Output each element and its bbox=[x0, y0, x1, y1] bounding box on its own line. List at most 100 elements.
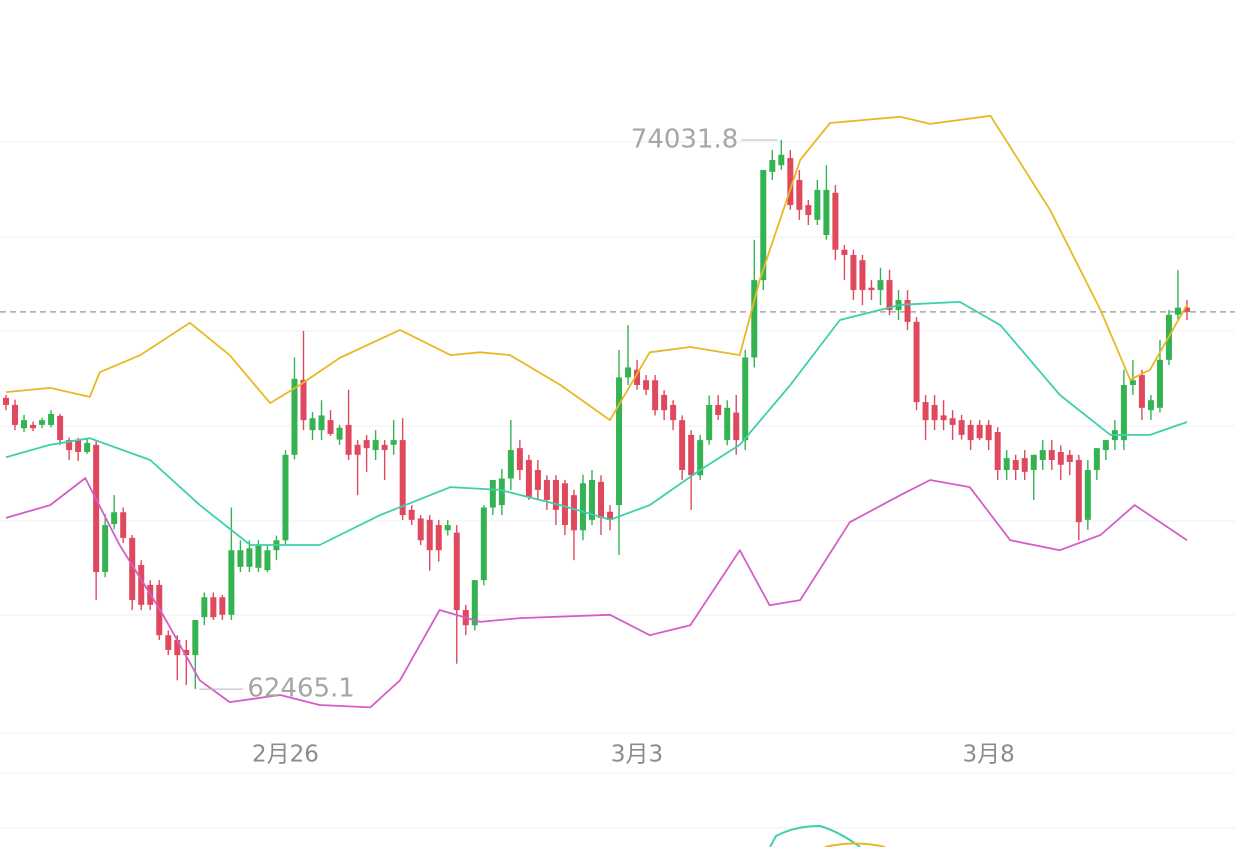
candle-body bbox=[174, 639, 181, 656]
candle-body bbox=[1102, 440, 1109, 451]
candle-body bbox=[787, 158, 794, 206]
band-line bbox=[5, 114, 1188, 421]
candle-body bbox=[588, 479, 595, 520]
candle-body bbox=[102, 525, 109, 573]
candle-body bbox=[327, 420, 334, 434]
candle-body bbox=[291, 378, 298, 455]
candle-body bbox=[471, 580, 478, 626]
candle-body bbox=[958, 420, 965, 435]
candle-body bbox=[138, 564, 145, 605]
candle-body bbox=[1057, 451, 1064, 465]
indicator-line bbox=[824, 842, 886, 847]
candle-body bbox=[769, 159, 776, 172]
candle-body bbox=[967, 424, 974, 441]
candle-body bbox=[940, 415, 947, 421]
candle-body bbox=[354, 444, 361, 455]
candle-body bbox=[264, 550, 271, 571]
candles bbox=[3, 139, 1190, 690]
band-line bbox=[5, 477, 1188, 709]
candle-body bbox=[715, 404, 722, 415]
candle-body bbox=[3, 397, 9, 405]
candle-body bbox=[1156, 359, 1163, 408]
candle-body bbox=[507, 450, 514, 479]
candle-body bbox=[706, 404, 713, 441]
candle-body bbox=[381, 444, 388, 451]
x-tick-label: 2月26 bbox=[252, 742, 319, 768]
candle-body bbox=[697, 440, 704, 476]
candle-body bbox=[1066, 454, 1073, 462]
candle-body bbox=[372, 440, 379, 451]
candle-body bbox=[498, 478, 505, 506]
candle-body bbox=[390, 440, 397, 445]
candle-body bbox=[183, 649, 190, 656]
candle-body bbox=[598, 481, 605, 518]
x-tick-label: 3月8 bbox=[963, 742, 1015, 768]
candle-body bbox=[616, 377, 623, 506]
candle-body bbox=[1129, 380, 1136, 386]
candle-body bbox=[625, 367, 632, 378]
candle-body bbox=[57, 415, 64, 441]
candle-body bbox=[237, 550, 244, 567]
candle-body bbox=[480, 507, 487, 581]
candle-body bbox=[408, 509, 415, 520]
candle-body bbox=[39, 420, 46, 425]
candle-body bbox=[904, 300, 911, 322]
candle-body bbox=[1039, 450, 1046, 461]
candle-body bbox=[724, 407, 731, 441]
x-tick-label: 3月3 bbox=[611, 742, 663, 768]
candle-body bbox=[210, 597, 217, 618]
candle-body bbox=[129, 537, 136, 601]
candle-body bbox=[1075, 460, 1082, 523]
candle-body bbox=[796, 179, 803, 210]
candle-body bbox=[634, 369, 641, 386]
candle-body bbox=[93, 444, 100, 573]
candle-body bbox=[1138, 375, 1145, 408]
candle-body bbox=[886, 280, 893, 311]
candle-body bbox=[652, 380, 659, 411]
candle-body bbox=[228, 550, 235, 615]
candle-body bbox=[345, 424, 352, 455]
candle-body bbox=[363, 440, 370, 449]
candle-body bbox=[309, 418, 316, 431]
candle-body bbox=[778, 154, 785, 166]
candle-body bbox=[417, 518, 424, 541]
candle-body bbox=[516, 448, 523, 470]
candle-body bbox=[1012, 460, 1019, 470]
candle-body bbox=[1147, 400, 1154, 411]
candle-body bbox=[570, 495, 577, 531]
candle-body bbox=[201, 597, 208, 618]
candle-body bbox=[192, 620, 199, 656]
candle-body bbox=[823, 189, 830, 235]
candle-body bbox=[976, 424, 983, 439]
candle-body bbox=[679, 420, 686, 470]
candle-body bbox=[66, 440, 73, 451]
candle-body bbox=[1120, 385, 1127, 441]
candle-body bbox=[661, 394, 668, 411]
candle-body bbox=[670, 404, 677, 421]
candle-body bbox=[435, 525, 442, 551]
candle-body bbox=[255, 545, 262, 568]
candle-body bbox=[850, 254, 857, 291]
candle-body bbox=[1174, 307, 1181, 315]
indicator-line bbox=[769, 824, 861, 847]
candle-body bbox=[1093, 448, 1100, 470]
candle-body bbox=[868, 287, 875, 291]
candle-body bbox=[48, 413, 55, 425]
candle-body bbox=[453, 532, 460, 611]
candle-body bbox=[543, 479, 550, 500]
candle-body bbox=[75, 440, 82, 452]
candle-body bbox=[841, 249, 848, 255]
candle-body bbox=[579, 483, 586, 531]
candle-body bbox=[733, 412, 740, 441]
candle-body bbox=[444, 525, 451, 531]
candle-body bbox=[1184, 307, 1190, 312]
candle-body bbox=[561, 483, 568, 526]
candle-body bbox=[859, 260, 866, 291]
candle-body bbox=[336, 427, 343, 440]
candle-body bbox=[21, 420, 28, 429]
candle-body bbox=[913, 321, 920, 403]
candle-body bbox=[922, 402, 929, 421]
candle-body bbox=[985, 424, 992, 441]
